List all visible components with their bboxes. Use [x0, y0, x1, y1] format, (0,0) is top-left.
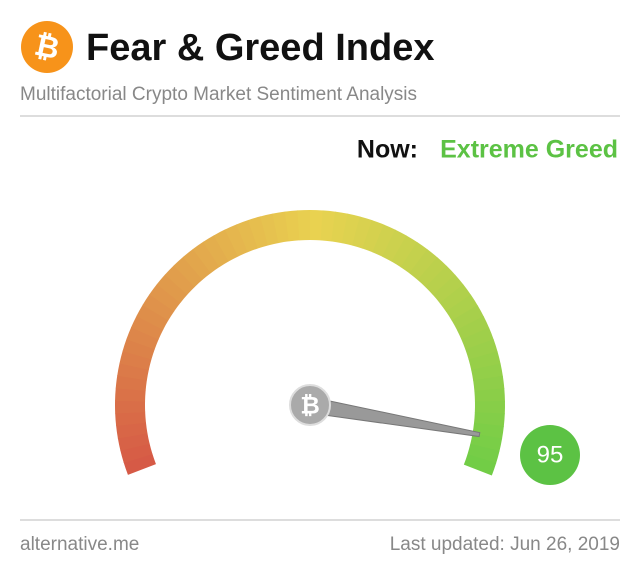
- gauge-band: [468, 351, 501, 371]
- gauge-band: [115, 387, 146, 402]
- gauge-band: [331, 211, 349, 244]
- gauge-band: [463, 453, 497, 476]
- gauge-band: [473, 412, 505, 427]
- gauge-band: [122, 338, 155, 360]
- value-label: 95: [537, 441, 564, 468]
- source: alternative.me: [20, 534, 139, 555]
- gauge-band: [182, 248, 212, 280]
- gauge-band: [236, 219, 259, 253]
- gauge-band: [432, 274, 464, 304]
- gauge-band: [149, 283, 181, 312]
- chart-title: Fear & Greed Index: [86, 27, 434, 69]
- gauge-band: [119, 350, 152, 370]
- gauge-band: [473, 375, 505, 392]
- gauge-band: [445, 294, 478, 322]
- subtitle: Multifactorial Crypto Market Sentiment A…: [20, 84, 417, 105]
- gauge: ₿ 95: [115, 210, 580, 485]
- gauge-band: [115, 411, 146, 427]
- gauge-band: [474, 388, 505, 403]
- gauge-band: [465, 339, 498, 361]
- gauge-band: [472, 422, 504, 440]
- gauge-band: [362, 220, 385, 253]
- gauge-band: [120, 443, 153, 463]
- gauge-band: [456, 316, 490, 341]
- gauge-band: [131, 315, 164, 340]
- gauge-band: [409, 249, 438, 281]
- gauge-band: [117, 432, 150, 451]
- gauge-band: [400, 242, 428, 274]
- gauge-band: [320, 210, 336, 242]
- gauge-band: [156, 274, 188, 304]
- needle-hub: [289, 384, 331, 426]
- gauge-band: [381, 229, 407, 262]
- needle: [308, 396, 481, 438]
- gauge-band: [164, 265, 196, 295]
- gauge-band: [471, 363, 503, 381]
- updated: Last updated: Jun 26, 2019: [390, 534, 620, 555]
- gauge-band: [467, 443, 500, 464]
- gauge-band: [260, 213, 279, 246]
- gauge-band: [117, 362, 149, 381]
- gauge-band: [248, 216, 269, 249]
- gauge-band: [391, 235, 418, 268]
- gauge-band: [272, 211, 290, 244]
- gauge-band: [451, 305, 484, 331]
- gauge-band: [417, 257, 447, 288]
- gauge-band: [173, 256, 203, 288]
- gauge-band: [115, 375, 147, 392]
- gauge-band: [123, 453, 157, 475]
- now-label: Now:: [357, 136, 418, 164]
- gauge-band: [224, 224, 249, 257]
- gauge-band: [136, 304, 169, 330]
- gauge-band: [341, 213, 361, 246]
- gauge-band: [470, 433, 503, 452]
- logo: [21, 21, 73, 73]
- gauge-band: [439, 284, 472, 313]
- gauge-band: [202, 235, 230, 268]
- gauge-band: [352, 216, 373, 249]
- gauge-band: [461, 327, 494, 350]
- gauge-band: [425, 265, 456, 296]
- gauge-band: [213, 229, 239, 262]
- gauge-band: [372, 224, 396, 257]
- value-badge: [520, 425, 580, 485]
- gauge-band: [126, 326, 159, 350]
- gauge-band: [116, 422, 148, 439]
- gauge-band: [142, 294, 175, 321]
- gauge-band: [284, 210, 300, 242]
- classification: Extreme Greed: [440, 136, 618, 164]
- gauge-band: [192, 241, 220, 274]
- hub-glyph: ₿: [300, 392, 320, 419]
